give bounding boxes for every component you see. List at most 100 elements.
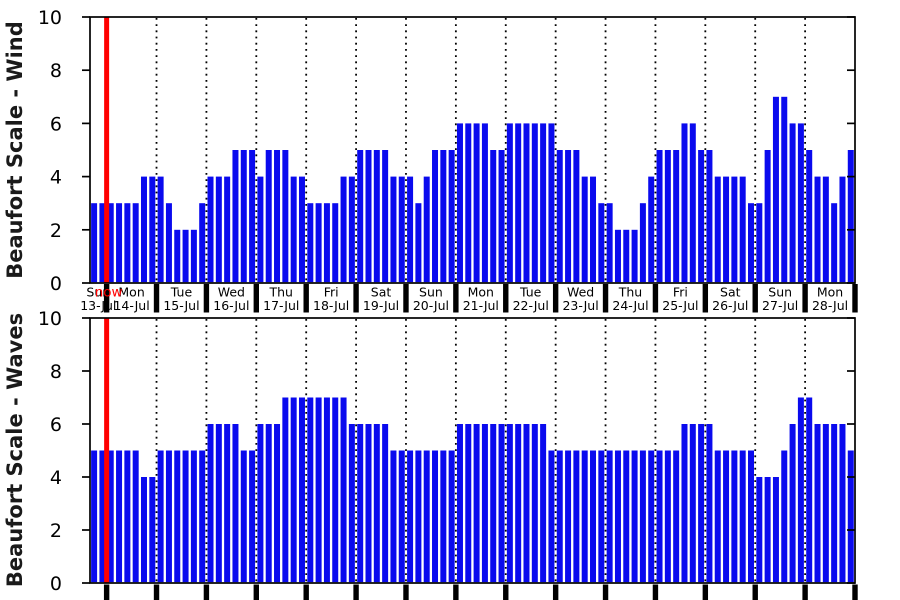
waves-bar: [748, 450, 754, 583]
waves-bar: [531, 424, 538, 583]
day-name-label: Sun: [768, 285, 792, 300]
waves-bar: [789, 424, 796, 583]
waves-bar: [540, 424, 547, 583]
wind-ytick-label: 2: [50, 220, 62, 242]
day-date-label: 15-Jul: [163, 298, 199, 313]
wind-bar: [290, 176, 297, 283]
wind-bar: [556, 150, 563, 283]
day-date-label: 25-Jul: [662, 298, 698, 313]
waves-bar: [107, 450, 114, 583]
waves-bar: [357, 424, 364, 583]
waves-bar: [398, 450, 405, 583]
waves-bar: [215, 424, 222, 583]
day-tick-bottom: [203, 584, 210, 600]
wind-bar: [797, 123, 804, 283]
waves-bar: [565, 450, 572, 583]
waves-bar: [116, 450, 123, 583]
day-tick-mid: [303, 284, 309, 313]
waves-bar: [174, 450, 181, 583]
wind-bar: [149, 176, 156, 283]
wind-ytick-label: 6: [50, 113, 62, 135]
wind-bar: [723, 176, 730, 283]
wind-bar: [373, 150, 380, 283]
wind-bar: [340, 176, 347, 283]
waves-bar: [315, 397, 322, 583]
wind-bar: [224, 176, 231, 283]
waves-bar: [390, 450, 397, 583]
waves-bar: [806, 397, 813, 583]
day-date-label: 14-Jul: [113, 298, 149, 313]
waves-bar: [606, 450, 613, 583]
waves-bar: [490, 424, 497, 583]
wind-bar: [448, 150, 455, 283]
day-tick-mid: [552, 284, 559, 313]
day-name-label: Tue: [519, 285, 542, 300]
waves-bar: [839, 424, 846, 583]
day-date-label: 21-Jul: [463, 298, 499, 313]
waves-bar: [648, 450, 655, 583]
wind-bar: [190, 229, 197, 283]
waves-bar: [423, 450, 430, 583]
waves-bar: [373, 424, 380, 583]
wind-bar: [814, 176, 821, 283]
day-name-label: Sun: [86, 285, 110, 300]
day-tick-mid: [752, 284, 758, 313]
waves-bar: [232, 424, 239, 583]
waves-bars: [91, 397, 854, 583]
waves-bar: [731, 450, 738, 583]
waves-bar: [814, 424, 821, 583]
waves-bar: [132, 450, 139, 583]
waves-bar: [673, 450, 680, 583]
wind-bar: [365, 150, 372, 283]
day-tick-bottom: [353, 584, 359, 600]
wind-bar: [249, 150, 256, 283]
day-name-label: Wed: [218, 285, 245, 300]
wind-ytick-label: 8: [50, 60, 62, 82]
waves-bar: [199, 450, 206, 583]
wind-bar: [182, 229, 189, 283]
waves-bar: [515, 424, 522, 583]
wind-bar: [274, 150, 281, 283]
waves-bar: [573, 450, 580, 583]
generated-chart-content: 02468100246810Sun13-JulMon14-JulTue15-Ju…: [38, 7, 858, 600]
waves-bar: [240, 450, 247, 583]
day-tick-bottom: [552, 584, 559, 600]
wind-bar: [847, 150, 854, 283]
day-tick-mid: [103, 284, 110, 313]
waves-bar: [689, 424, 696, 583]
wind-bar: [140, 176, 147, 283]
waves-bar: [307, 397, 314, 583]
wind-bar: [831, 203, 838, 283]
waves-bar: [332, 397, 339, 583]
wind-bar: [282, 150, 289, 283]
wind-bar: [681, 123, 688, 283]
day-date-label: 18-Jul: [313, 298, 349, 313]
day-date-label: 13-Jul: [80, 298, 116, 313]
wind-bar: [215, 176, 222, 283]
wind-bar: [590, 176, 597, 283]
wind-bar: [631, 229, 638, 283]
waves-bar: [465, 424, 472, 583]
waves-bar: [498, 424, 505, 583]
waves-bar: [698, 424, 705, 583]
day-date-label: 17-Jul: [263, 298, 299, 313]
waves-bar: [149, 477, 156, 583]
wind-bar: [756, 203, 763, 283]
day-date-label: 23-Jul: [562, 298, 598, 313]
wind-bar: [307, 203, 314, 283]
day-tick-bottom: [403, 584, 409, 600]
waves-bar: [831, 424, 838, 583]
waves-plot-frame: [89, 317, 856, 584]
wind-bar: [714, 176, 721, 283]
now-line: [104, 318, 110, 583]
waves-bar: [157, 450, 164, 583]
waves-bar: [473, 424, 480, 583]
wind-ytick-label: 10: [38, 7, 62, 29]
wind-bar: [648, 176, 655, 283]
waves-bar: [772, 477, 779, 583]
wind-bar: [240, 150, 247, 283]
waves-bar: [257, 424, 264, 583]
day-tick-bottom: [253, 584, 260, 600]
